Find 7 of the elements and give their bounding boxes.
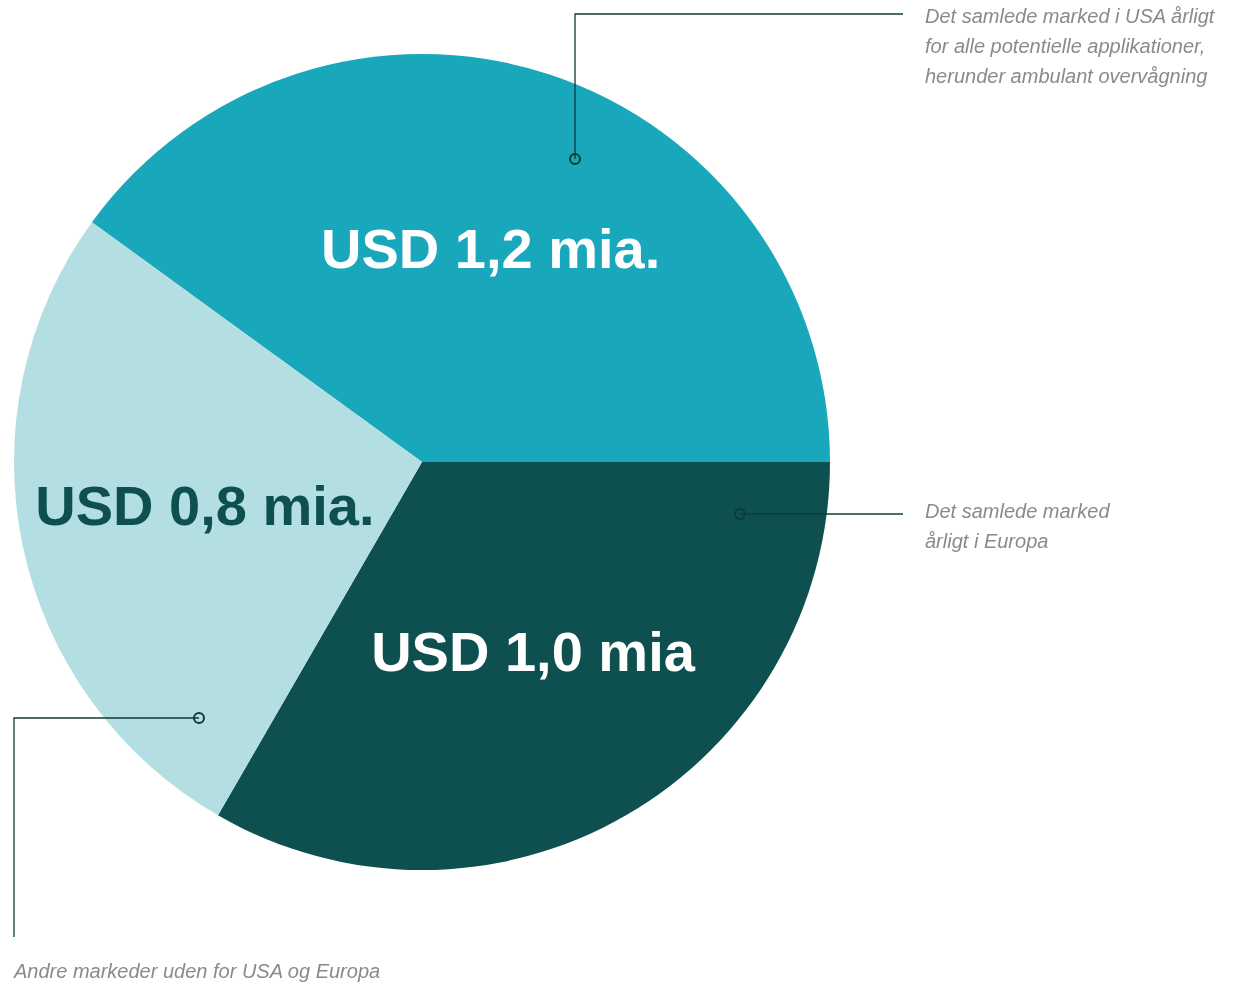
slice-label: Det samlede marked årligt i Europa xyxy=(925,500,1111,552)
data-label: USD 1,0 mia xyxy=(371,620,696,684)
data-label: USD 1,2 mia. xyxy=(320,216,661,280)
slice-label: Det samlede marked i USA årligt for alle potentielle applikationer, herunder ambulant overvågning xyxy=(925,5,1216,87)
pie-slice xyxy=(91,54,830,462)
slice-label: Andre markeder uden for USA og Europa xyxy=(13,960,381,982)
data-label: USD 0,8 mia. xyxy=(35,474,375,538)
